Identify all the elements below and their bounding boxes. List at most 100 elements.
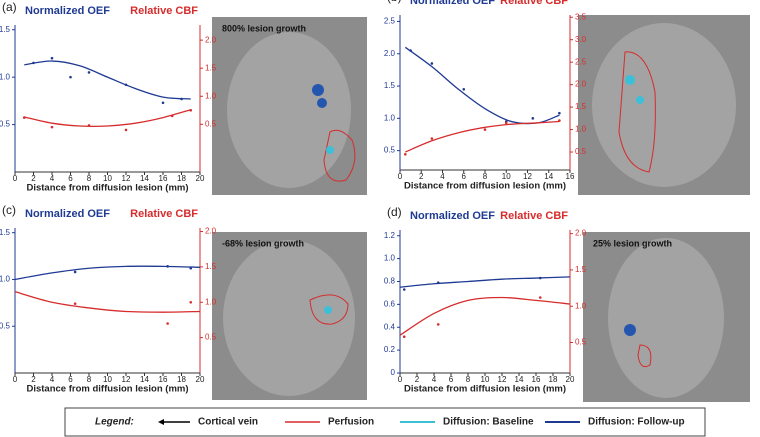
data-point — [402, 335, 406, 339]
annotation: -68% lesion growth — [222, 238, 304, 248]
data-point — [538, 296, 542, 299]
fit-line — [24, 109, 191, 127]
y-tick-label: 0.6 — [384, 299, 396, 308]
data-point — [558, 111, 561, 115]
data-point — [73, 270, 77, 274]
series-header: Relative CBF — [500, 0, 568, 7]
x-tick-label: 2 — [31, 174, 36, 183]
data-point — [50, 56, 54, 60]
x-axis-label: Distance from diffusion lesion (mm) — [26, 183, 188, 194]
data-point — [124, 83, 128, 87]
x-tick-label: 18 — [549, 375, 558, 384]
data-point — [189, 300, 193, 304]
panel-label: (d) — [387, 205, 402, 219]
x-tick-label: 14 — [515, 375, 524, 384]
fit-line — [14, 265, 201, 281]
x-axis-label: Distance from diffusion lesion (mm) — [404, 384, 566, 395]
y-tick-label: 1.0 — [384, 254, 396, 263]
y-tick-label: 0.8 — [384, 277, 396, 286]
y-tick-label: 1.5 — [0, 25, 11, 34]
series-header: Normalized OEF — [410, 210, 495, 222]
x-tick-label: 20 — [196, 174, 205, 183]
x-tick-label: 0 — [13, 375, 18, 384]
y-tick-label: 1.5 — [205, 262, 217, 271]
series-header: Relative CBF — [130, 5, 198, 17]
x-tick-label: 2 — [415, 375, 420, 384]
y-tick-label: 2.0 — [205, 227, 217, 236]
x-tick-label: 20 — [566, 375, 575, 384]
series-header: Relative CBF — [500, 210, 568, 222]
legend-item: Diffusion: Follow-up — [588, 417, 685, 428]
y-tick-label: 0.5 — [205, 119, 217, 128]
y-tick-label: 2.5 — [384, 17, 396, 26]
x-axis-label: Distance from diffusion lesion (mm) — [26, 384, 188, 395]
fit-line — [14, 291, 201, 313]
x-tick-label: 4 — [50, 375, 55, 384]
x-tick-label: 6 — [462, 172, 467, 181]
y-tick-label: 2.0 — [575, 229, 587, 238]
data-point — [170, 114, 174, 118]
x-tick-label: 12 — [122, 375, 131, 384]
x-axis-label: Distance from diffusion lesion (mm) — [404, 181, 566, 192]
y-tick-label: 1.2 — [384, 231, 396, 240]
data-point — [166, 322, 169, 325]
y-tick-label: 1.0 — [384, 113, 396, 122]
y-tick-label: 1.0 — [205, 297, 217, 306]
data-point — [161, 101, 165, 105]
y-tick-label: 1.5 — [205, 63, 217, 72]
x-tick-label: 8 — [87, 375, 92, 384]
y-tick-label: 2.0 — [575, 80, 587, 89]
y-tick-label: 0.2 — [384, 345, 396, 354]
x-tick-label: 16 — [566, 172, 575, 181]
legend: Legend: Cortical vein Perfusion Diffusio… — [64, 407, 706, 437]
x-tick-label: 2 — [419, 172, 424, 181]
data-point — [166, 265, 169, 268]
data-point — [189, 266, 193, 270]
y-tick-label: 0.4 — [384, 322, 396, 331]
data-point — [87, 124, 91, 127]
data-point — [531, 117, 535, 120]
data-point — [504, 121, 508, 125]
data-point — [430, 62, 434, 65]
data-point — [87, 71, 91, 74]
legend-item: Cortical vein — [198, 417, 258, 428]
fit-line — [24, 60, 191, 100]
x-tick-label: 2 — [31, 375, 36, 384]
x-tick-label: 20 — [196, 375, 205, 384]
data-point — [69, 75, 72, 79]
x-tick-label: 8 — [466, 375, 471, 384]
y-tick-label: 0 — [391, 368, 396, 377]
x-tick-label: 12 — [498, 375, 507, 384]
data-point — [462, 87, 466, 91]
data-point — [32, 61, 35, 65]
y-tick-label: 1.0 — [205, 91, 217, 100]
data-point — [538, 276, 542, 280]
data-point — [402, 288, 406, 291]
annotation: 800% lesion growth — [222, 23, 306, 33]
x-tick-label: 14 — [140, 174, 149, 183]
y-tick-label: 1.5 — [575, 265, 587, 274]
x-tick-label: 6 — [449, 375, 454, 384]
annotation: 25% lesion growth — [593, 238, 672, 248]
y-tick-label: 1.0 — [575, 125, 587, 134]
x-tick-label: 4 — [440, 172, 445, 181]
series-header: Normalized OEF — [410, 0, 495, 7]
y-tick-label: 2.0 — [384, 49, 396, 58]
y-tick-label: 0.5 — [0, 120, 11, 129]
x-tick-label: 0 — [398, 172, 403, 181]
data-point — [189, 108, 193, 112]
x-tick-label: 8 — [87, 174, 92, 183]
y-tick-label: 0.5 — [384, 146, 396, 155]
legend-item: Perfusion — [328, 417, 374, 428]
x-tick-label: 14 — [544, 172, 553, 181]
y-tick-label: 3.0 — [575, 35, 587, 44]
series-header: Normalized OEF — [25, 5, 110, 17]
fit-line — [399, 276, 571, 288]
legend-item: Diffusion: Baseline — [443, 417, 534, 428]
y-tick-label: 0.5 — [205, 333, 217, 342]
data-point — [180, 97, 183, 101]
y-tick-label: 1.0 — [575, 301, 587, 310]
panel-label: (a) — [2, 0, 17, 14]
x-tick-label: 14 — [140, 375, 149, 384]
x-tick-label: 0 — [398, 375, 403, 384]
